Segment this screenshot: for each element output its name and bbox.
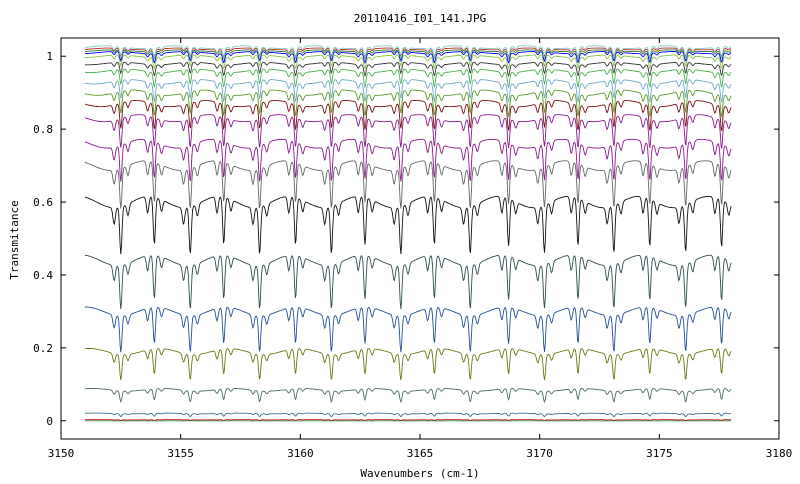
series-line xyxy=(84,254,732,310)
series-line xyxy=(84,388,732,404)
x-tick-label: 3160 xyxy=(287,447,314,460)
series-line xyxy=(84,49,732,60)
series-line xyxy=(84,195,732,255)
x-tick-label: 3180 xyxy=(766,447,793,460)
series-line xyxy=(84,54,732,70)
y-tick-label: 0.6 xyxy=(33,196,53,209)
y-tick-label: 1 xyxy=(46,50,53,63)
x-tick-label: 3155 xyxy=(167,447,194,460)
series-line xyxy=(84,138,732,182)
series-line xyxy=(84,61,732,78)
series-line xyxy=(84,51,732,64)
series-layer xyxy=(84,45,732,422)
series-line xyxy=(84,347,732,381)
series-line xyxy=(84,79,732,104)
x-tick-label: 3150 xyxy=(48,447,75,460)
y-tick-label: 0.2 xyxy=(33,342,53,355)
x-tick-label: 3165 xyxy=(407,447,434,460)
series-line xyxy=(84,89,732,119)
ticks-layer: 3150 3155 3160 3165 3170 3175 3180 0 0.2 0.4 0.6 0.… xyxy=(33,38,792,460)
y-tick-label: 0 xyxy=(46,415,53,428)
series-line xyxy=(84,114,732,149)
series-line xyxy=(84,412,732,418)
series-line xyxy=(84,160,732,209)
x-tick-label: 3175 xyxy=(646,447,673,460)
series-line xyxy=(84,68,732,89)
series-line xyxy=(84,306,732,353)
x-tick-label: 3170 xyxy=(526,447,553,460)
y-tick-label: 0.4 xyxy=(33,269,53,282)
series-line xyxy=(84,419,732,421)
series-line xyxy=(84,100,732,131)
y-tick-label: 0.8 xyxy=(33,123,53,136)
series-line xyxy=(84,45,732,60)
chart-title: 20110416_I01_141.JPG xyxy=(354,12,486,25)
x-axis-label: Wavenumbers (cm-1) xyxy=(360,467,479,480)
y-axis-label: Transmitance xyxy=(8,200,21,279)
